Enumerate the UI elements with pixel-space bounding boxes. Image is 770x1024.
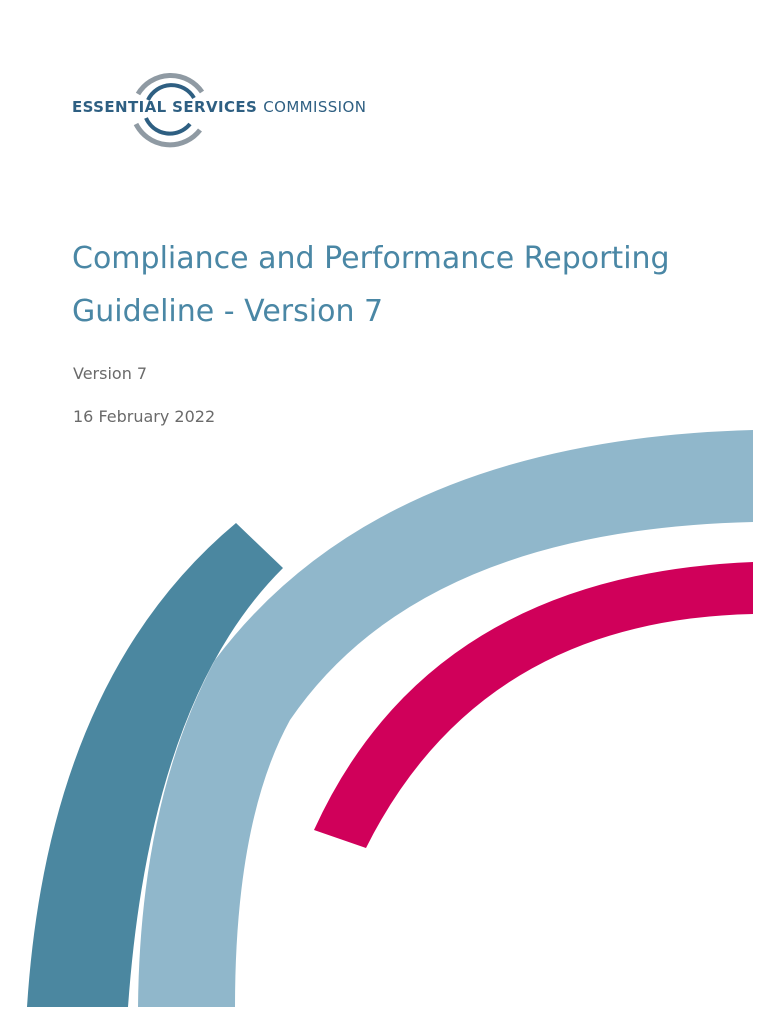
organisation-name: ESSENTIAL SERVICES COMMISSION	[72, 97, 366, 117]
document-title-line-1: Compliance and Performance Reporting	[72, 241, 670, 276]
light-blue-arc	[138, 430, 753, 1007]
organisation-name-light: COMMISSION	[263, 98, 367, 116]
document-date: 16 February 2022	[73, 407, 216, 426]
crimson-arc	[314, 562, 753, 848]
organisation-name-bold: ESSENTIAL SERVICES	[72, 98, 258, 116]
organisation-logo: ESSENTIAL SERVICES COMMISSION	[72, 64, 366, 154]
document-title: Compliance and Performance Reporting Gui…	[72, 232, 712, 338]
logo-ring-icon	[133, 72, 205, 148]
document-version: Version 7	[73, 364, 148, 383]
document-title-line-2: Guideline - Version 7	[72, 294, 384, 329]
teal-arc	[27, 523, 283, 1007]
